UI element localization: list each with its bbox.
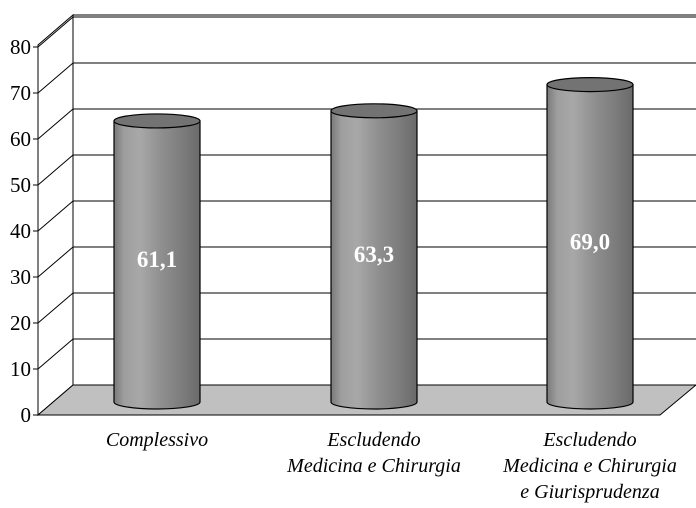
bar: 63,3 bbox=[330, 103, 418, 410]
x-tick-label: Escludendo Medicina e Chirurgia e Giurispr… bbox=[502, 429, 677, 503]
data-label: 63,3 bbox=[354, 242, 394, 267]
y-tick-label: 30 bbox=[10, 265, 31, 289]
y-tick-label: 70 bbox=[10, 81, 31, 105]
bar-top bbox=[113, 113, 201, 129]
data-label: 61,1 bbox=[137, 247, 177, 272]
gridline-diagonal bbox=[37, 16, 74, 48]
y-tick-label: 60 bbox=[10, 127, 31, 151]
y-axis-ticks: 0 10 20 30 40 50 60 70 80 bbox=[10, 35, 39, 427]
data-label: 69,0 bbox=[570, 230, 610, 255]
bar-body bbox=[546, 84, 634, 410]
bar-top bbox=[546, 76, 634, 93]
gridline-diagonal bbox=[37, 246, 74, 278]
gridline-diagonal bbox=[37, 200, 74, 232]
bars: 61,1 63,3 69,0 bbox=[113, 76, 634, 410]
side-wall bbox=[37, 13, 74, 417]
bar-body bbox=[113, 120, 201, 410]
x-axis-labels: Complessivo Escludendo Medicina e Chirurgi… bbox=[106, 429, 677, 503]
y-tick-label: 0 bbox=[21, 403, 32, 427]
bar-top bbox=[330, 103, 418, 119]
gridline-diagonal bbox=[37, 108, 74, 140]
gridline-diagonal bbox=[37, 154, 74, 186]
bar: 61,1 bbox=[113, 113, 201, 410]
bar: 69,0 bbox=[546, 76, 634, 410]
y-tick-label: 20 bbox=[10, 311, 31, 335]
y-tick-label: 40 bbox=[10, 219, 31, 243]
y-tick-label: 10 bbox=[10, 357, 31, 381]
gridline-diagonal bbox=[37, 292, 74, 324]
gridline-diagonal bbox=[37, 62, 74, 94]
y-tick-label: 80 bbox=[10, 35, 31, 59]
x-tick-label: Escludendo Medicina e Chirurgia bbox=[286, 429, 461, 477]
x-tick-label: Complessivo bbox=[106, 429, 208, 451]
y-tick-label: 50 bbox=[10, 173, 31, 197]
bar-body bbox=[330, 110, 418, 410]
gridline-diagonal bbox=[37, 338, 74, 370]
